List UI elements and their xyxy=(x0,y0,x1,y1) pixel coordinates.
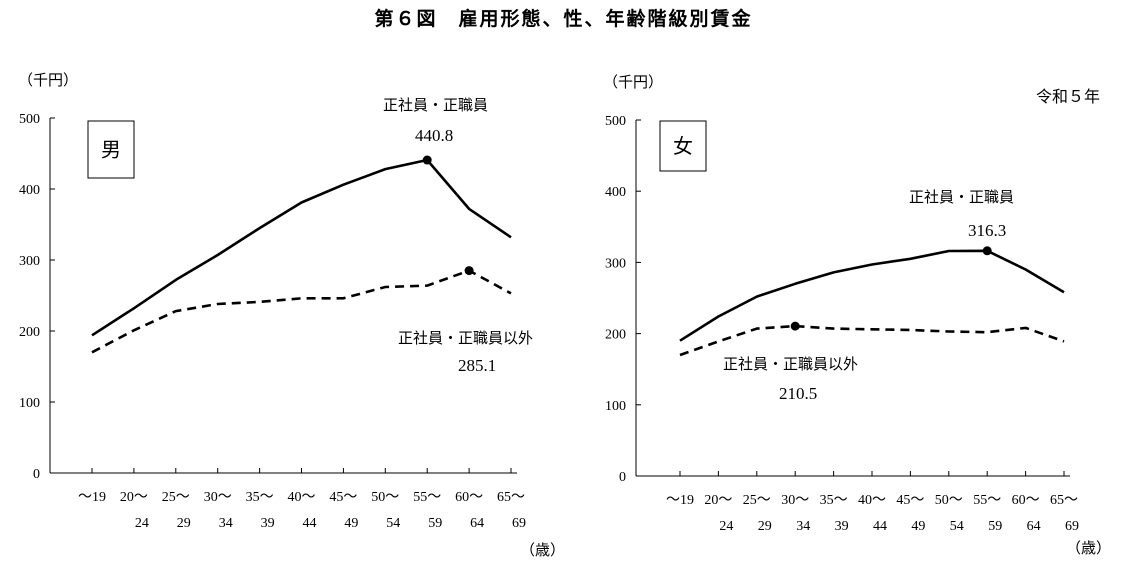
panel-label-box xyxy=(659,120,707,172)
x-axis-unit: （歳） xyxy=(1066,539,1111,557)
x-tick-label: 40～ xyxy=(288,490,316,505)
peak-value-label: 316.3 xyxy=(968,221,1006,240)
y-tick-label: 500 xyxy=(605,114,626,129)
y-tick-label: 500 xyxy=(19,112,40,127)
series-line-non-regular xyxy=(679,324,1065,357)
x-tick-label-sub: 29 xyxy=(177,516,191,531)
y-tick-label: 200 xyxy=(605,328,626,343)
x-tick-label-sub: 39 xyxy=(835,519,849,534)
x-tick-label-sub: 49 xyxy=(911,519,925,534)
x-tick-label: 65～ xyxy=(1050,493,1078,508)
y-tick-label: 0 xyxy=(619,470,626,485)
series-line-non-regular xyxy=(91,269,512,354)
series-label: 正社員・正職員以外 xyxy=(723,355,858,373)
x-tick-label: 45～ xyxy=(329,490,357,505)
series-label: 正社員・正職員以外 xyxy=(398,329,533,347)
x-tick-label: 45～ xyxy=(896,493,924,508)
x-tick-label-sub: 64 xyxy=(1027,519,1041,534)
x-tick-label-sub: 49 xyxy=(344,516,358,531)
panel-label: 女 xyxy=(673,134,693,158)
x-tick-label: 35～ xyxy=(246,490,274,505)
series-label: 正社員・正職員 xyxy=(909,188,1014,206)
x-tick-label-sub: 64 xyxy=(470,516,484,531)
x-tick-label-sub: 54 xyxy=(950,519,964,534)
x-tick-label: 25～ xyxy=(162,490,190,505)
y-tick-label: 300 xyxy=(19,254,40,269)
x-tick-label: 60～ xyxy=(1012,493,1040,508)
peak-marker xyxy=(464,266,474,276)
peak-marker xyxy=(790,321,800,331)
y-tick-label: 200 xyxy=(19,325,40,340)
x-tick-label: 55～ xyxy=(413,490,441,505)
series-label: 正社員・正職員 xyxy=(383,96,488,114)
x-tick-label-sub: 24 xyxy=(719,519,733,534)
x-axis-unit: （歳） xyxy=(520,541,565,559)
x-tick-label: 55～ xyxy=(973,493,1001,508)
x-tick-label: 20～ xyxy=(704,493,732,508)
x-tick-label-sub: 54 xyxy=(386,516,400,531)
peak-marker xyxy=(422,155,432,165)
x-tick-label-sub: 29 xyxy=(758,519,772,534)
x-tick-label-sub: 39 xyxy=(261,516,275,531)
period-label: 令和５年 xyxy=(1036,87,1101,106)
x-tick-label: 30～ xyxy=(204,490,232,505)
y-tick-label: 100 xyxy=(605,399,626,414)
y-tick-label: 400 xyxy=(605,185,626,200)
series-line-regular xyxy=(679,249,1065,342)
x-tick-label: ～19 xyxy=(78,490,106,505)
chart-panel-female: 0 100 200 300 400 500 ～19 20～ 24 25～ 29 30～ 34 35～ 39 4… xyxy=(603,73,1111,557)
x-tick-label-sub: 59 xyxy=(988,519,1002,534)
x-tick-label: 25～ xyxy=(743,493,771,508)
y-tick-label: 0 xyxy=(33,467,40,482)
x-tick-label: 60～ xyxy=(455,490,483,505)
x-tick-label: 20～ xyxy=(120,490,148,505)
series-line-regular xyxy=(91,158,512,337)
x-tick-label-sub: 34 xyxy=(219,516,233,531)
x-tick-label-sub: 44 xyxy=(873,519,887,534)
panel-label-box xyxy=(87,120,135,179)
x-tick-label-sub: 69 xyxy=(1065,519,1079,534)
peak-value-label: 440.8 xyxy=(415,126,453,145)
x-tick-label: 50～ xyxy=(371,490,399,505)
y-tick-label: 400 xyxy=(19,183,40,198)
x-tick-label-sub: 34 xyxy=(796,519,810,534)
x-tick-label: 65～ xyxy=(497,490,525,505)
y-axis-unit: （千円） xyxy=(603,73,663,91)
x-tick-label: 50～ xyxy=(935,493,963,508)
peak-value-label: 210.5 xyxy=(779,384,817,403)
y-tick-label: 100 xyxy=(19,396,40,411)
chart-panel-male: 0 100 200 300 400 500 ～19 20～ 24 25～ 29 30～ 34 35～ 39 4… xyxy=(18,71,565,559)
x-tick-label-sub: 44 xyxy=(303,516,317,531)
peak-marker xyxy=(982,246,992,256)
x-tick-label: ～19 xyxy=(666,493,694,508)
x-tick-label: 40～ xyxy=(858,493,886,508)
x-tick-label-sub: 24 xyxy=(135,516,149,531)
page-title: 第６図 雇用形態、性、年齢階級別賃金 xyxy=(374,8,753,30)
x-tick-label: 35～ xyxy=(820,493,848,508)
x-tick-label-sub: 59 xyxy=(428,516,442,531)
x-tick-label: 30～ xyxy=(781,493,809,508)
y-axis-unit: （千円） xyxy=(18,71,78,89)
x-tick-label-sub: 69 xyxy=(512,516,526,531)
y-tick-label: 300 xyxy=(605,256,626,271)
peak-value-label: 285.1 xyxy=(458,356,496,375)
panel-label: 男 xyxy=(101,138,121,162)
